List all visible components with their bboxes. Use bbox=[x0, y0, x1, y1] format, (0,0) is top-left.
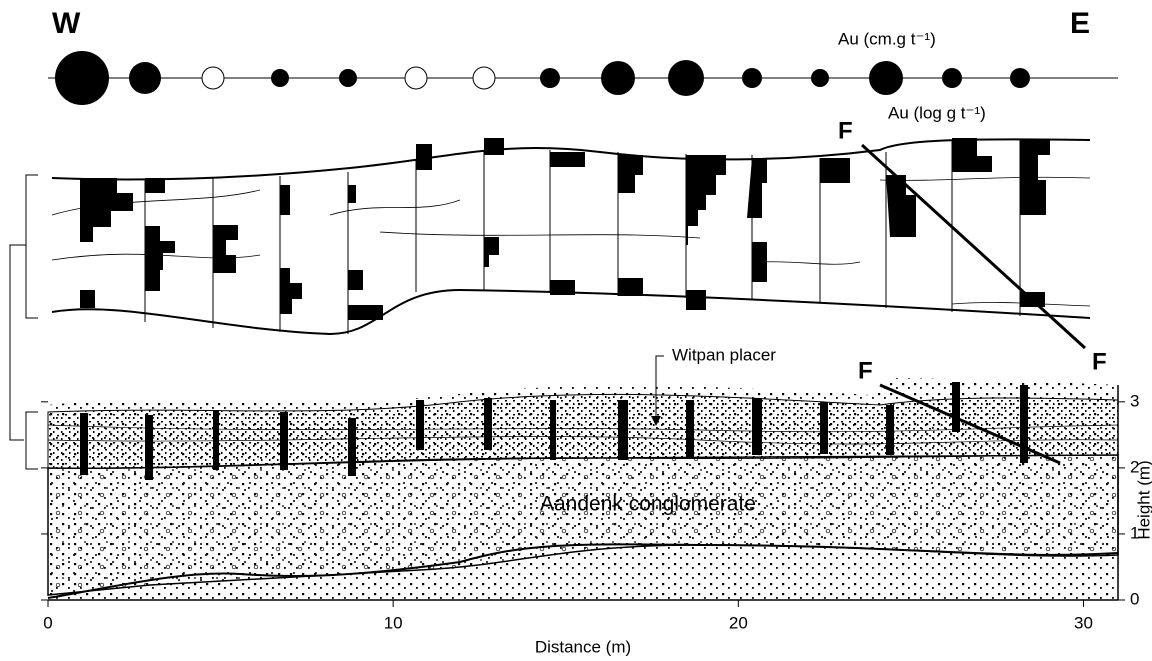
x-tick-label: 20 bbox=[729, 613, 748, 632]
au-circle bbox=[55, 51, 109, 105]
bedding bbox=[51, 176, 1091, 307]
witpan-arrow bbox=[651, 416, 661, 426]
au-circle bbox=[404, 66, 428, 90]
au-circle bbox=[201, 66, 225, 90]
au-log-label: Au (log g t⁻¹) bbox=[888, 103, 986, 122]
west-label: W bbox=[52, 7, 81, 40]
witpan-label: Witpan placer bbox=[672, 345, 776, 364]
log-panel bbox=[51, 138, 1091, 336]
y-tick-label: 1 bbox=[1130, 523, 1139, 542]
x-axis-title: Distance (m) bbox=[535, 637, 631, 656]
au-circle bbox=[942, 68, 962, 88]
witpan-layer bbox=[47, 393, 1119, 469]
y-tick-label: 2 bbox=[1130, 457, 1139, 476]
fault-label: F bbox=[838, 117, 853, 144]
east-label: E bbox=[1070, 7, 1090, 40]
panel-bottom bbox=[51, 288, 1091, 336]
x-tick-label: 10 bbox=[384, 613, 403, 632]
au-circle bbox=[271, 69, 289, 87]
au-circle bbox=[339, 69, 357, 87]
correlation-bracket bbox=[9, 174, 38, 470]
bedding-lower bbox=[47, 424, 1119, 445]
au-circle bbox=[811, 69, 829, 87]
y-tick-label: 0 bbox=[1130, 589, 1139, 608]
aandenk-label: Aandenk conglomerate bbox=[540, 493, 756, 516]
au-cm-label: Au (cm.g t⁻¹) bbox=[838, 29, 936, 48]
panel-top bbox=[51, 138, 1091, 181]
au-log-bars bbox=[80, 138, 1050, 320]
au-circle bbox=[601, 61, 635, 95]
y-axis-title: Height (m) bbox=[1134, 460, 1152, 539]
au-circle bbox=[472, 66, 496, 90]
base-contact bbox=[47, 543, 1119, 599]
au-circle bbox=[742, 68, 762, 88]
sample-columns bbox=[80, 382, 1028, 480]
fault-label: F bbox=[858, 357, 873, 384]
fault-label: F bbox=[1092, 348, 1107, 375]
au-circle bbox=[668, 60, 704, 96]
au-circle bbox=[1010, 68, 1030, 88]
fault-upper bbox=[860, 143, 1087, 350]
y-tick-label: 3 bbox=[1130, 391, 1139, 410]
au-circle bbox=[129, 62, 161, 94]
annotations: Witpan placer Aandenk conglomerate bbox=[9, 174, 776, 516]
fault-lower bbox=[879, 383, 1061, 465]
witpan-pointer bbox=[655, 355, 664, 424]
section bbox=[47, 378, 1119, 600]
au-circles bbox=[48, 51, 1118, 105]
au-circle bbox=[540, 68, 560, 88]
x-tick-label: 30 bbox=[1074, 613, 1093, 632]
x-tick-label: 0 bbox=[43, 613, 52, 632]
faults: F F F bbox=[838, 117, 1107, 465]
au-circle bbox=[869, 61, 903, 95]
header: W E Au (cm.g t⁻¹) Au (log g t⁻¹) bbox=[52, 7, 1090, 123]
axes: Distance (m) Height (m) 0 10 20 30 0 1 2 3 bbox=[41, 385, 1152, 656]
